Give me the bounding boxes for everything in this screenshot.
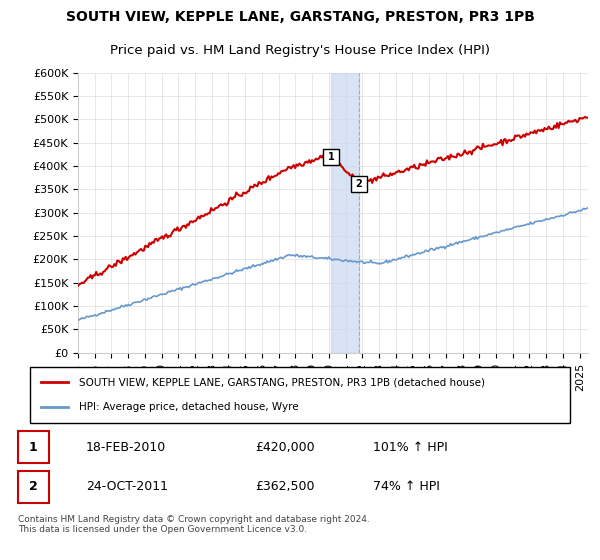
Text: £420,000: £420,000 xyxy=(255,441,314,454)
FancyBboxPatch shape xyxy=(30,367,570,423)
Text: SOUTH VIEW, KEPPLE LANE, GARSTANG, PRESTON, PR3 1PB (detached house): SOUTH VIEW, KEPPLE LANE, GARSTANG, PREST… xyxy=(79,377,485,388)
Text: Contains HM Land Registry data © Crown copyright and database right 2024.
This d: Contains HM Land Registry data © Crown c… xyxy=(18,515,370,534)
Text: 74% ↑ HPI: 74% ↑ HPI xyxy=(373,480,440,493)
Text: 1: 1 xyxy=(328,152,334,162)
Text: 101% ↑ HPI: 101% ↑ HPI xyxy=(373,441,448,454)
Bar xyxy=(331,73,359,353)
Text: 2: 2 xyxy=(356,179,362,189)
FancyBboxPatch shape xyxy=(18,431,49,464)
Text: Price paid vs. HM Land Registry's House Price Index (HPI): Price paid vs. HM Land Registry's House … xyxy=(110,44,490,57)
Text: £362,500: £362,500 xyxy=(255,480,314,493)
Text: 1: 1 xyxy=(29,441,38,454)
FancyBboxPatch shape xyxy=(18,471,49,503)
Text: 18-FEB-2010: 18-FEB-2010 xyxy=(86,441,166,454)
Text: 2: 2 xyxy=(29,480,38,493)
Text: 24-OCT-2011: 24-OCT-2011 xyxy=(86,480,167,493)
Text: SOUTH VIEW, KEPPLE LANE, GARSTANG, PRESTON, PR3 1PB: SOUTH VIEW, KEPPLE LANE, GARSTANG, PREST… xyxy=(65,10,535,24)
Text: HPI: Average price, detached house, Wyre: HPI: Average price, detached house, Wyre xyxy=(79,402,298,412)
